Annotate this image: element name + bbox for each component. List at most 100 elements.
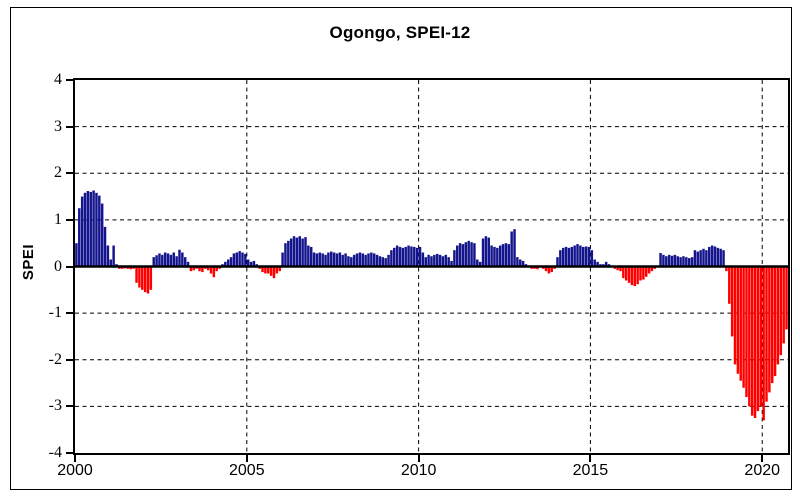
bar-positive — [576, 244, 579, 267]
bar-positive — [295, 237, 299, 267]
bar-positive — [364, 254, 367, 267]
bar-negative — [650, 266, 654, 272]
bar-positive — [395, 245, 399, 267]
bar-positive — [169, 254, 173, 267]
x-axis-tick — [589, 455, 592, 462]
x-tick-label: 2005 — [229, 462, 265, 479]
bar-positive — [401, 247, 405, 267]
bar-positive — [435, 253, 439, 267]
bar-positive — [693, 250, 697, 267]
bar-positive — [708, 246, 711, 267]
bar-positive — [444, 254, 448, 267]
bar-positive — [413, 246, 416, 267]
bar-negative — [619, 266, 622, 272]
bar-negative — [198, 266, 201, 272]
bar-negative — [771, 266, 774, 384]
bar-negative — [544, 266, 548, 272]
y-tick-label: -3 — [48, 397, 62, 415]
y-tick-label: 2 — [54, 164, 62, 182]
bar-negative — [748, 266, 751, 407]
bar-positive — [722, 250, 725, 267]
bar-positive — [564, 246, 568, 267]
bar-positive — [75, 243, 78, 267]
bar-negative — [630, 266, 634, 286]
bar-positive — [513, 229, 516, 267]
bar-positive — [301, 238, 304, 267]
bar-negative — [785, 266, 788, 330]
bar-positive — [318, 252, 322, 267]
bar-positive — [109, 259, 112, 267]
bar-positive — [315, 253, 319, 267]
bar-negative — [642, 266, 645, 280]
bar-negative — [149, 266, 153, 290]
bar-negative — [776, 266, 780, 365]
bar-negative — [782, 266, 785, 344]
bar-positive — [473, 243, 476, 267]
bar-negative — [730, 266, 734, 337]
bar-positive — [424, 257, 427, 267]
bar-positive — [458, 243, 462, 267]
bar-positive — [338, 252, 342, 267]
bar-positive — [178, 249, 181, 267]
bar-negative — [624, 266, 628, 281]
bar-negative — [773, 266, 777, 377]
bar-positive — [309, 246, 313, 267]
bar-positive — [662, 254, 665, 267]
bar-positive — [667, 254, 671, 267]
bar-negative — [141, 266, 144, 290]
bar-positive — [281, 252, 284, 267]
bar-positive — [229, 257, 233, 267]
bar-positive — [453, 250, 456, 267]
x-tick-label: 2015 — [572, 462, 609, 479]
bar-negative — [129, 266, 133, 270]
bar-positive — [464, 242, 468, 267]
bar-positive — [332, 252, 336, 267]
y-tick-label: -2 — [48, 350, 62, 368]
bar-positive — [590, 250, 594, 267]
bar-positive — [252, 260, 256, 267]
bar-positive — [330, 251, 333, 267]
bar-positive — [716, 247, 720, 267]
bar-negative — [756, 266, 760, 412]
bar-negative — [616, 266, 619, 271]
bar-positive — [161, 254, 164, 267]
bar-positive — [238, 251, 241, 267]
bar-positive — [713, 246, 717, 267]
bar-positive — [100, 203, 104, 267]
bar-positive — [232, 253, 236, 267]
bar-positive — [705, 250, 708, 267]
bar-positive — [358, 252, 362, 267]
bar-positive — [456, 245, 459, 267]
bar-positive — [241, 252, 244, 267]
bar-positive — [298, 236, 301, 267]
bar-positive — [696, 251, 700, 267]
bar-positive — [699, 250, 702, 267]
bar-positive — [470, 242, 473, 267]
bar-positive — [381, 257, 385, 267]
bar-positive — [582, 246, 585, 267]
bar-negative — [550, 266, 553, 273]
bar-positive — [516, 257, 519, 267]
bar-positive — [679, 257, 682, 267]
bar-positive — [567, 247, 571, 267]
bar-positive — [556, 257, 559, 267]
bar-negative — [753, 266, 757, 419]
y-axis-tick — [66, 172, 73, 175]
bar-positive — [596, 261, 599, 267]
bar-negative — [636, 266, 639, 285]
bar-positive — [370, 252, 373, 267]
bar-negative — [212, 266, 216, 278]
bar-positive — [186, 261, 190, 267]
bar-positive — [690, 257, 694, 267]
bar-positive — [341, 254, 344, 267]
bar-positive — [106, 245, 110, 267]
bar-negative — [201, 266, 204, 273]
bar-positive — [183, 257, 187, 267]
bar-positive — [367, 253, 370, 267]
bar-negative — [536, 266, 539, 270]
bar-positive — [83, 192, 87, 267]
bar-positive — [604, 261, 608, 267]
bar-positive — [702, 248, 705, 267]
bar-positive — [355, 253, 359, 267]
bar-positive — [347, 256, 350, 267]
